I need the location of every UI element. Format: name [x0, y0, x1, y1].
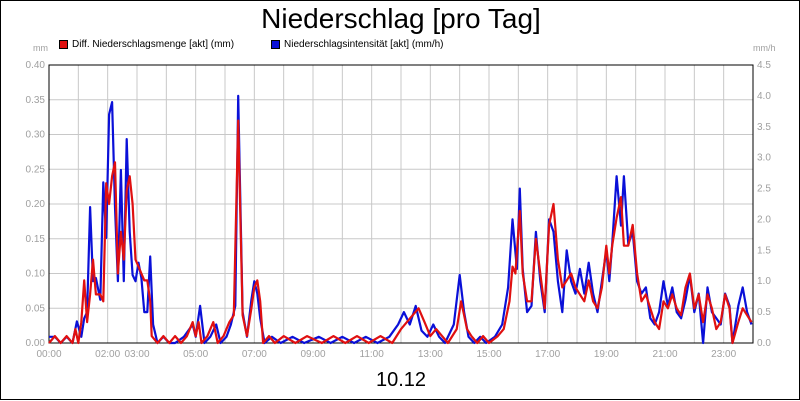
x-tick-label: 11:00: [360, 349, 385, 360]
right-axis-unit: mm/h: [753, 43, 776, 53]
x-tick-label: 03:00: [124, 349, 149, 360]
x-tick-label: 21:00: [652, 349, 677, 360]
x-tick-label: 05:00: [183, 349, 208, 360]
y-right-tick-label: 1.5: [757, 245, 771, 256]
date-label: 10.12: [375, 369, 427, 391]
y-left-tick-label: 0.05: [26, 303, 46, 314]
plot-border: [48, 64, 754, 344]
left-axis-unit: mm: [33, 43, 48, 53]
y-right-tick-label: 0.0: [757, 338, 771, 349]
y-right-tick-label: 1.0: [757, 276, 771, 287]
y-left-tick-label: 0.15: [26, 234, 46, 245]
x-tick-label: 13:00: [418, 349, 443, 360]
chart-title: Niederschlag [pro Tag]: [261, 3, 541, 34]
y-left-tick-label: 0.25: [26, 164, 46, 175]
x-tick-label: 23:00: [711, 349, 736, 360]
x-tick-label: 00:00: [36, 349, 61, 360]
x-tick-label: 17:00: [535, 349, 560, 360]
y-right-tick-label: 4.5: [757, 60, 771, 71]
y-right-tick-label: 3.5: [757, 122, 771, 133]
x-tick-label: 02:00: [95, 349, 120, 360]
y-right-tick-label: 4.0: [757, 91, 771, 102]
y-right-tick-label: 2.0: [757, 214, 771, 225]
legend-item-blue: Niederschlagsintensität [akt] (mm/h): [271, 39, 444, 50]
legend-label-red: Diff. Niederschlagsmenge [akt] (mm): [72, 39, 235, 50]
x-tick-label: 19:00: [594, 349, 619, 360]
y-right-tick-label: 3.0: [757, 153, 771, 164]
legend-swatch-red: [59, 40, 68, 49]
series-line-niederschlagsmenge: [48, 119, 753, 345]
y-right-tick-label: 2.5: [757, 184, 771, 195]
series-line-niederschlagsintensitaet: [49, 94, 753, 345]
y-left-tick-label: 0.20: [26, 199, 46, 210]
y-left-tick-label: 0.30: [26, 130, 46, 141]
x-tick-label: 15:00: [476, 349, 501, 360]
y-right-tick-label: 0.5: [757, 307, 771, 318]
x-tick-label: 09:00: [300, 349, 325, 360]
legend-label-blue: Niederschlagsintensität [akt] (mm/h): [284, 39, 444, 50]
y-left-tick-label: 0.10: [26, 269, 46, 280]
x-tick-label: 07:00: [242, 349, 267, 360]
legend-swatch-blue: [271, 40, 280, 49]
y-left-tick-label: 0.35: [26, 95, 46, 106]
legend-item-red: Diff. Niederschlagsmenge [akt] (mm): [59, 39, 234, 50]
y-left-tick-label: 0.40: [26, 60, 46, 71]
y-left-tick-label: 0.00: [26, 338, 46, 349]
